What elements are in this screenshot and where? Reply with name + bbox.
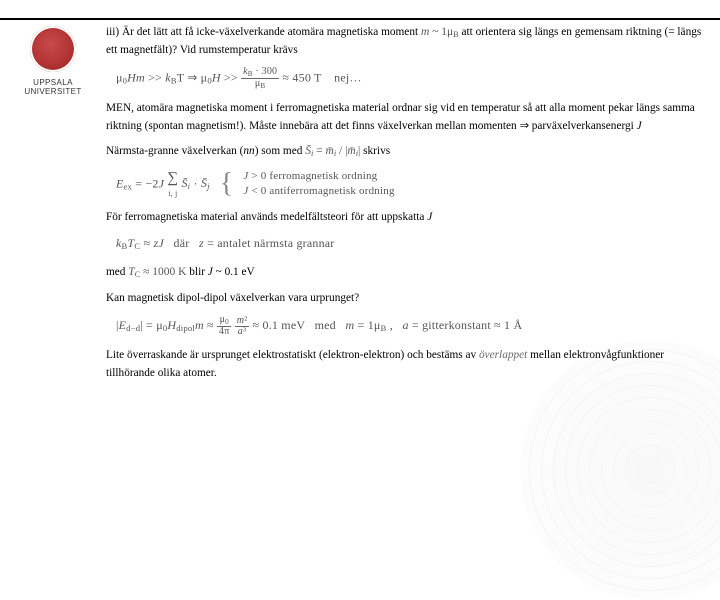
p5b: blir — [189, 266, 208, 278]
p2-J: J — [637, 120, 642, 132]
formula-3: kBTC ≈ zJ där z = antalet närmsta granna… — [116, 234, 706, 254]
para-3: Närmsta-granne växelverkan (nn) som med … — [106, 143, 706, 161]
para-1: iii) Är det lätt att få icke-växelverkan… — [106, 24, 706, 59]
p4-J: J — [427, 211, 432, 223]
p6: Kan magnetisk dipol-dipol växelverkan va… — [106, 292, 359, 304]
formula-4: |Ed−d| = μ0Hdipolm ≈ μ04π m²a³ ≈ 0.1 meV… — [116, 315, 706, 337]
p7a: Lite överraskande är ursprunget elektros… — [106, 349, 479, 361]
spin-formula: S̄i = m̄i / |m̄i| — [305, 145, 360, 157]
p3-nn: nn — [243, 145, 254, 157]
f2-left: Eex = −2J ∑i, j S̄i · S̄j — [116, 171, 210, 198]
p1a: iii) Är det lätt att få icke-växelverkan… — [106, 26, 421, 38]
tc-formula: TC ≈ 1000 K — [128, 266, 186, 278]
formula-2: Eex = −2J ∑i, j S̄i · S̄j { J > 0 ferrom… — [116, 169, 706, 199]
uni-line2: UNIVERSITET — [24, 87, 81, 96]
p7-ov: överlappet — [479, 349, 527, 361]
slide-body: iii) Är det lätt att få icke-växelverkan… — [106, 24, 706, 530]
moment-formula: m ~ 1μB — [421, 26, 459, 38]
top-divider — [0, 18, 720, 20]
uni-line1: UPPSALA — [33, 78, 73, 87]
para-6: Kan magnetisk dipol-dipol växelverkan va… — [106, 290, 706, 308]
para-5: med TC ≈ 1000 K blir J ~ 0.1 eV — [106, 264, 706, 282]
p3a: Närmsta-granne växelverkan ( — [106, 145, 243, 157]
para-7: Lite överraskande är ursprunget elektros… — [106, 347, 706, 382]
university-name: UPPSALA UNIVERSITET — [24, 78, 82, 96]
p5a: med — [106, 266, 128, 278]
f2-cases: J > 0 ferromagnetisk ordning J < 0 antif… — [243, 169, 394, 199]
p4: För ferromagnetiska material används med… — [106, 211, 427, 223]
formula-1: μ0Hm >> kBT ⇒ μ0H >> kB · 300μB ≈ 450 T … — [116, 67, 706, 90]
para-2: MEN, atomära magnetiska moment i ferroma… — [106, 100, 706, 135]
p3c: skrivs — [363, 145, 390, 157]
p2: MEN, atomära magnetiska moment i ferroma… — [106, 102, 695, 132]
para-4: För ferromagnetiska material används med… — [106, 209, 706, 227]
p5c: ~ 0.1 eV — [213, 266, 255, 278]
p3b: ) som med — [255, 145, 306, 157]
uppsala-seal-icon — [30, 26, 76, 72]
